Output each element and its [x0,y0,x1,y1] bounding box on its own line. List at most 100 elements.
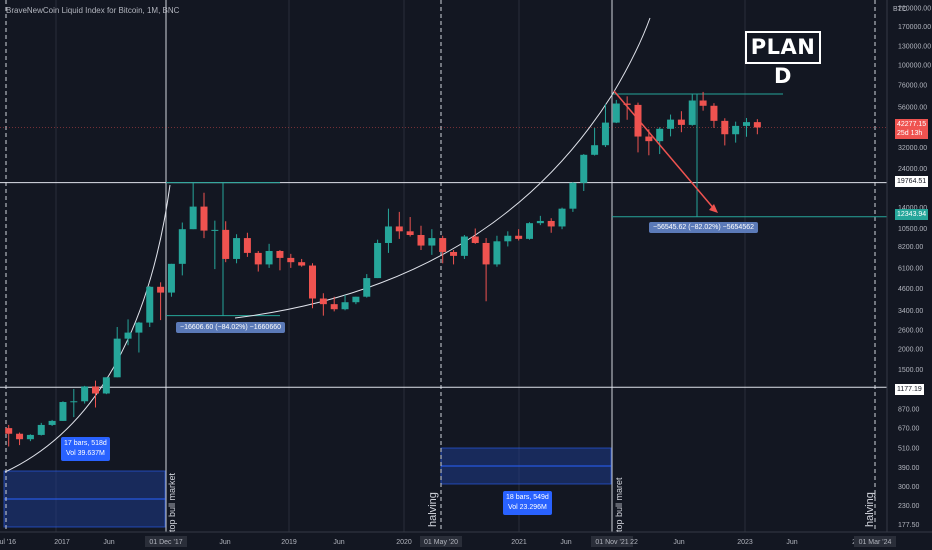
candle-body [460,236,468,256]
growth-curve-1 [4,184,171,473]
candle-body [37,424,45,435]
y-tick-label: 76000.00 [898,82,927,89]
candle-body [146,286,154,323]
y-tick-label: 230.00 [898,503,920,510]
candle-body [384,226,392,243]
candle [504,231,512,247]
y-tick-label: 220000.00 [898,5,931,12]
candle-body [48,420,56,425]
candle [699,91,707,111]
level-tag-high-2017: 19764.51 [895,176,929,187]
y-tick-label: 130000.00 [898,43,931,50]
candle-body [265,250,273,265]
x-tick-label: 01 Dec '17 [149,539,182,546]
candle-body [200,206,208,231]
candle [493,235,501,267]
y-tick-label: 670.00 [898,426,920,433]
candle [48,419,56,426]
candle [601,104,609,147]
candle-body [59,402,67,421]
y-tick-label: 177.50 [898,522,920,529]
y-tick-label: 510.00 [898,445,920,452]
candle-body [634,104,642,137]
candle [536,215,544,226]
x-tick-label: 2019 [281,539,297,546]
candle-body [113,338,121,378]
candle [200,192,208,239]
x-tick-highlight [854,536,896,547]
candle-body [547,220,555,227]
candle [233,234,241,264]
x-tick-label: 01 Mar '24 [859,539,892,546]
candle [721,118,729,146]
x-tick-label: 2017 [54,539,70,546]
candle [732,121,740,143]
candle [450,250,458,265]
range-box-1-bars: 17 bars, 518d [64,440,107,447]
candle [547,218,555,233]
candle [526,222,533,240]
candle-body [612,103,620,123]
candle [591,127,599,156]
candle [146,286,154,328]
candle-body [406,231,414,235]
y-tick-label: 24000.00 [898,166,927,173]
candle [124,319,132,346]
candle [59,401,67,421]
candle [656,127,664,155]
candle-body [450,251,458,256]
candle-body [254,252,262,265]
candle-body [243,238,251,253]
candle-body [5,428,13,434]
current-price-tag[interactable]: 42277.15 25d 13h [895,119,929,139]
candle-body [688,100,696,125]
candle-body [493,241,501,265]
note-halving-2: halving [864,492,876,527]
measure-label-2022: −56545.62 (−82.02%) −5654562 [649,222,759,233]
x-tick-label: Jun [219,539,230,546]
level-tag-low: 1177.19 [895,384,924,395]
candle [580,154,588,192]
candle [482,238,490,302]
candle-body [211,229,219,231]
current-price-value: 42277.15 [897,121,927,128]
candle [178,222,186,276]
y-tick-label: 6100.00 [898,265,923,272]
candle [645,129,653,156]
candle [374,239,382,279]
candle-body [710,105,718,121]
candle-body [721,120,729,135]
candle [102,377,110,395]
y-tick-label: 8200.00 [898,244,923,251]
candle [569,182,577,212]
candle-body [178,229,186,264]
y-tick-label: 1500.00 [898,367,923,374]
y-tick-label: 100000.00 [898,63,931,70]
candle-body [16,433,24,440]
candle-body [167,263,175,293]
candle-body [601,122,609,146]
growth-curve-2 [234,17,651,319]
candle-body [591,145,599,155]
candle [667,114,675,137]
candle-body [102,377,110,394]
candle-body [471,236,479,243]
candle-body [732,125,740,135]
candle [753,119,761,135]
y-tick-label: 10500.00 [898,226,927,233]
y-tick-label: 170000.00 [898,24,931,31]
candle [254,250,262,272]
candle [81,385,89,404]
candle-body [645,136,653,142]
candle [319,293,327,316]
candle-body [515,235,523,239]
candle-body [363,278,371,297]
y-tick-label: 14000.00 [898,205,927,212]
current-price-countdown: 25d 13h [897,130,923,137]
candle-body [580,154,588,183]
candle-body [439,238,447,252]
candle [287,253,295,268]
x-tick-label: Jun [786,539,797,546]
y-tick-label: 56000.00 [898,105,927,112]
